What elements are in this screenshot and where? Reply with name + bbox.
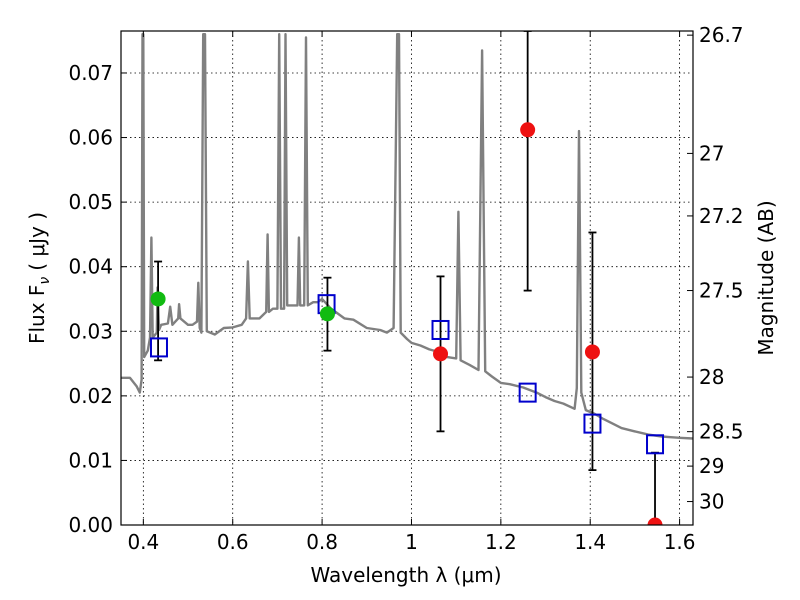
axis-ticks: 0.4 0.6 0.8 1 1.2 1.4 1.6 0.00 0.01 0.02 0.03 0.04 0…: [68, 23, 743, 554]
x-tick-label: 1.2: [485, 530, 517, 554]
y-tick-label: 0.05: [68, 190, 113, 214]
plot-frame: [120, 30, 694, 526]
y2-tick-label: 28: [699, 365, 724, 389]
model-flux-square: [431, 319, 450, 340]
model-flux-square: [583, 413, 602, 434]
x-tick-label: 0.4: [127, 530, 159, 554]
y-tick-label: 0.04: [68, 255, 113, 279]
y2-tick-label: 30: [699, 490, 724, 514]
x-axis-title: Wavelength λ (μm): [310, 563, 501, 587]
x-tick-label: 1.6: [664, 530, 696, 554]
y-tick-label: 0.00: [68, 513, 113, 537]
observed-flux-point: [520, 122, 536, 138]
y2-tick-label: 27.2: [699, 204, 744, 228]
observed-flux-point: [647, 517, 663, 525]
x-tick-label: 1.4: [574, 530, 606, 554]
observed-flux-point: [150, 291, 166, 307]
y2-tick-label: 27: [699, 141, 724, 165]
x-tick-label: 0.8: [306, 530, 338, 554]
y-tick-label: 0.03: [68, 319, 113, 343]
observed-flux-point: [433, 346, 449, 362]
model-flux-square: [518, 382, 537, 403]
y2-tick-label: 26.7: [699, 23, 744, 47]
y2-tick-label: 28.5: [699, 420, 744, 444]
y-axis-title: Flux Fν ( μJy ): [25, 212, 53, 344]
y2-axis-title: Magnitude (AB): [754, 200, 778, 355]
y-tick-label: 0.06: [68, 126, 113, 150]
y-tick-label: 0.07: [68, 61, 113, 85]
observed-flux-point: [319, 306, 335, 322]
model-flux-square: [646, 434, 665, 455]
plot-area: [121, 31, 693, 525]
svg-text:Flux Fν( μJy ): Flux Fν ( μJy ): [25, 212, 53, 344]
model-flux-square: [149, 337, 168, 358]
x-tick-label: 1: [405, 530, 418, 554]
y-axis-title-unit: ( μJy ): [25, 212, 49, 271]
y2-tick-label: 27.5: [699, 279, 744, 303]
y-axis-title-main: Flux F: [25, 285, 49, 344]
x-tick-label: 0.6: [217, 530, 249, 554]
y-tick-label: 0.01: [68, 448, 113, 472]
y-tick-label: 0.02: [68, 384, 113, 408]
y-axis-title-subscript: ν: [37, 277, 53, 285]
template-spectrum-line: [121, 33, 693, 440]
observed-flux-point: [584, 344, 600, 360]
y2-tick-label: 29: [699, 454, 724, 478]
